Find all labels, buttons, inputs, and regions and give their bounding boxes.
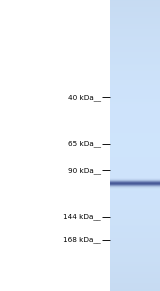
Text: 90 kDa__: 90 kDa__	[68, 167, 101, 174]
Text: 168 kDa__: 168 kDa__	[63, 237, 101, 244]
Text: 65 kDa__: 65 kDa__	[68, 141, 101, 148]
Text: 40 kDa__: 40 kDa__	[68, 94, 101, 101]
Text: 144 kDa__: 144 kDa__	[63, 213, 101, 220]
